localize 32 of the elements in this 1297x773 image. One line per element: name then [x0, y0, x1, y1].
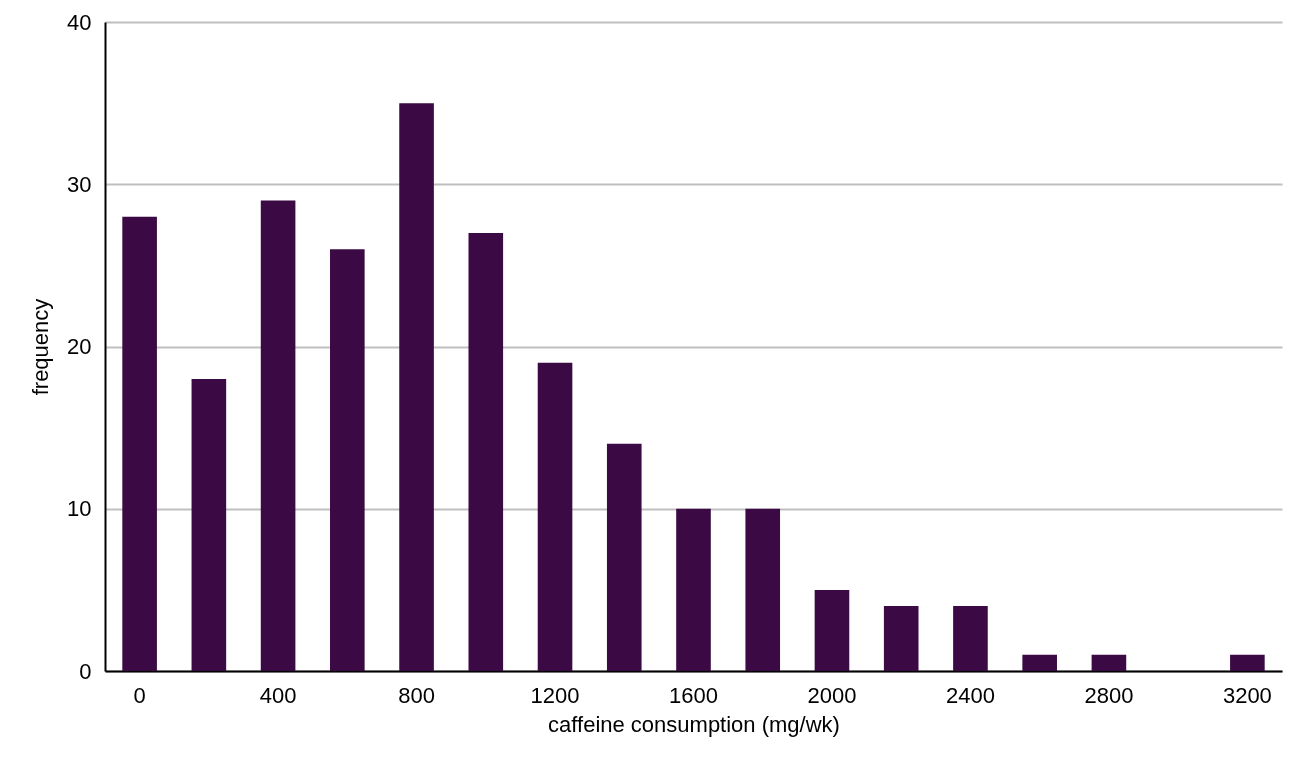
y-tick-label: 40 [67, 9, 92, 35]
x-tick-label: 3200 [1222, 682, 1272, 708]
x-axis-title: caffeine consumption (mg/wk) [548, 711, 840, 737]
bar [537, 362, 573, 671]
bar [468, 232, 504, 671]
bar [606, 443, 642, 671]
y-tick-label: 0 [79, 658, 92, 684]
bar [814, 589, 850, 671]
x-tick-label: 1200 [530, 682, 580, 708]
bar [260, 200, 296, 671]
y-tick-label: 20 [67, 334, 92, 359]
bar [399, 103, 434, 671]
x-tick-label: 1600 [669, 682, 718, 708]
bar [1022, 654, 1057, 671]
bar [330, 249, 365, 671]
x-tick-label: 2000 [807, 682, 857, 708]
bar [883, 606, 919, 671]
x-tick-label: 2800 [1084, 682, 1134, 708]
x-tick-label: 0 [133, 682, 146, 708]
bar [1091, 654, 1127, 671]
x-tick-label: 800 [398, 682, 435, 708]
bar [191, 378, 227, 671]
y-axis-title: frequency [28, 298, 54, 396]
bar [122, 216, 157, 671]
x-tick-label: 400 [259, 682, 297, 708]
bar [953, 606, 988, 671]
bar [745, 508, 781, 671]
bar [1230, 654, 1265, 671]
y-tick-label: 10 [67, 496, 92, 522]
bar [676, 508, 711, 671]
x-tick-label: 2400 [945, 682, 995, 708]
y-tick-label: 30 [67, 171, 92, 197]
